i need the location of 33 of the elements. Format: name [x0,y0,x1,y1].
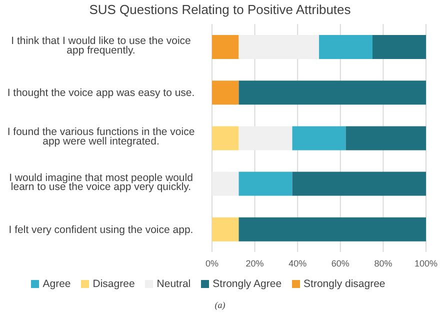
bar [212,217,239,242]
y-tick-label: I found the various functions in the voice app were well integrated. [7,126,195,148]
bar [212,126,239,150]
chart-title: SUS Questions Relating to Positive Attributes [88,1,352,19]
bar [238,80,426,105]
bar [238,35,319,59]
legend-label: Strongly Agree [212,278,282,290]
legend-label: Disagree [92,278,135,290]
bar [238,172,292,196]
bar [212,172,239,196]
y-tick-label: I felt very confident using the voice app. [8,224,194,236]
legend-label: Agree [42,278,71,290]
text: (a) [214,300,226,310]
x-tick-label: 100% [414,258,438,268]
x-tick-label: 0% [205,258,219,268]
bar [212,35,239,59]
y-tick-label: I think that I would like to use the voice app frequently. [11,34,192,56]
bar [238,217,426,242]
legend-label: Strongly disagree [304,278,386,290]
bar [319,35,372,59]
bar [372,35,426,59]
y-tick-label: I thought the voice app was easy to use. [7,87,195,100]
bar [212,80,239,105]
x-tick-label: 20% [246,258,264,268]
x-tick-label: 80% [374,258,392,268]
x-tick-label: 60% [331,258,350,268]
bar [292,126,346,150]
x-tick-label: 40% [288,258,307,268]
y-tick-label: I would imagine that most people would learn to use the voice app very quickly. [9,172,194,194]
bar [292,172,426,196]
legend-label: Neutral [156,278,191,290]
bar [238,126,292,150]
bar [346,126,426,150]
